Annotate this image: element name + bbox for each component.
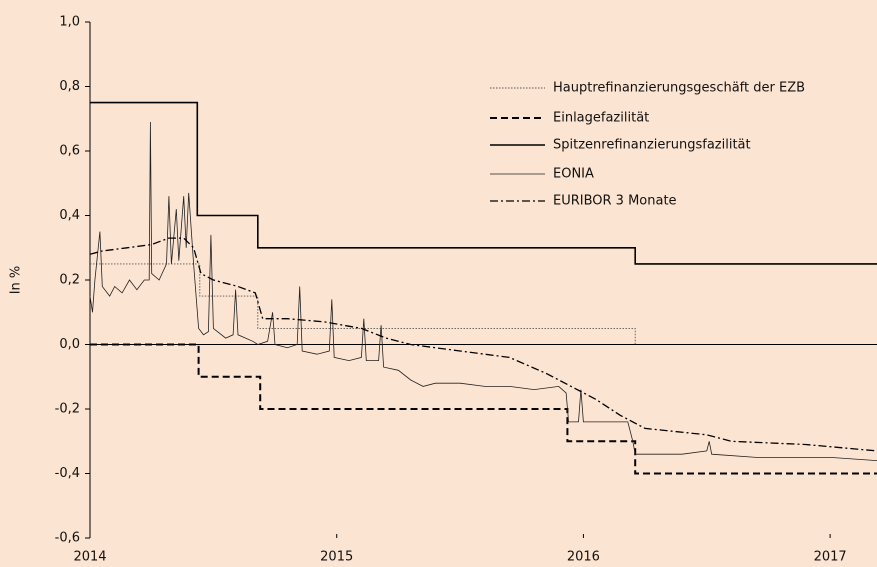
series-line xyxy=(90,263,636,345)
legend-label: Spitzenrefinanzierungsfazilität xyxy=(553,138,751,153)
legend-label: Hauptrefinanzierungsgeschäft der EZB xyxy=(553,81,805,96)
y-tick-label: -0,6 xyxy=(55,531,80,546)
series-line xyxy=(90,101,877,265)
x-tick-label: 2014 xyxy=(73,550,106,565)
series-line xyxy=(89,237,877,452)
x-tick-label: 2017 xyxy=(814,550,847,565)
x-tick-label: 2015 xyxy=(320,550,353,565)
legend-label: Einlagefazilität xyxy=(553,111,649,126)
series-line xyxy=(90,343,877,475)
y-tick-label: 0,0 xyxy=(59,337,80,352)
y-tick-label: 0,6 xyxy=(59,144,80,159)
legend-label: EURIBOR 3 Monate xyxy=(553,194,677,209)
y-tick-label: 0,4 xyxy=(59,208,80,223)
y-tick-label: 0,2 xyxy=(59,273,80,288)
y-tick-label: 0,8 xyxy=(59,79,80,94)
legend-label: EONIA xyxy=(553,167,594,182)
series-line xyxy=(89,121,877,461)
x-tick-label: 2016 xyxy=(567,550,600,565)
y-axis-label: In % xyxy=(9,266,24,295)
y-tick-label: 1,0 xyxy=(59,15,80,30)
y-tick-label: -0,4 xyxy=(55,466,80,481)
y-tick-label: -0,2 xyxy=(55,402,80,417)
